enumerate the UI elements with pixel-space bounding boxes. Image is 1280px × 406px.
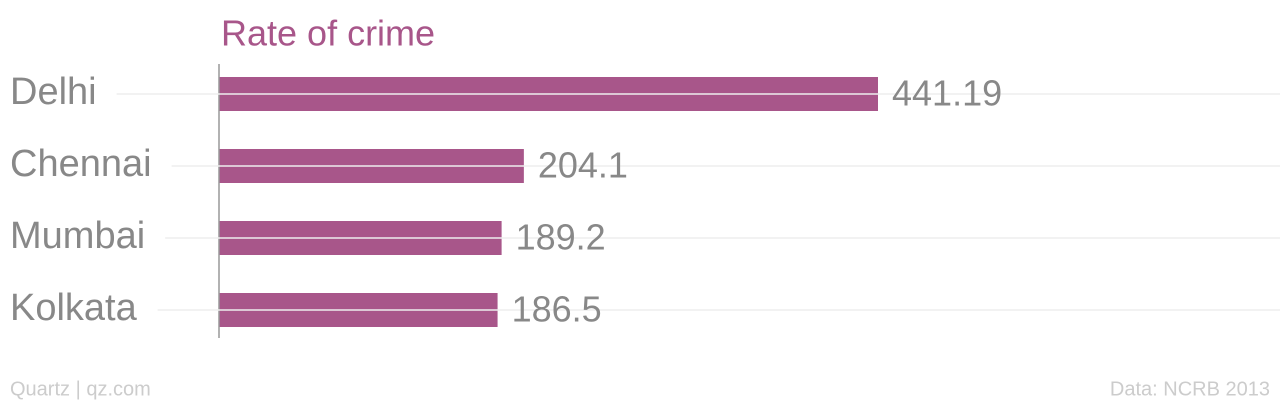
value-label: 441.19 xyxy=(892,73,1002,114)
source: Data: NCRB 2013 xyxy=(1110,378,1270,400)
category-label: Chennai xyxy=(10,143,152,185)
credit: Quartz | qz.com xyxy=(10,378,151,400)
value-label: 189.2 xyxy=(516,217,606,258)
category-label: Mumbai xyxy=(10,215,145,257)
category-label: Delhi xyxy=(10,71,97,113)
category-label: Kolkata xyxy=(10,287,138,329)
value-label: 186.5 xyxy=(512,289,602,330)
value-label: 204.1 xyxy=(538,145,628,186)
chart-title: Rate of crime xyxy=(221,13,435,54)
